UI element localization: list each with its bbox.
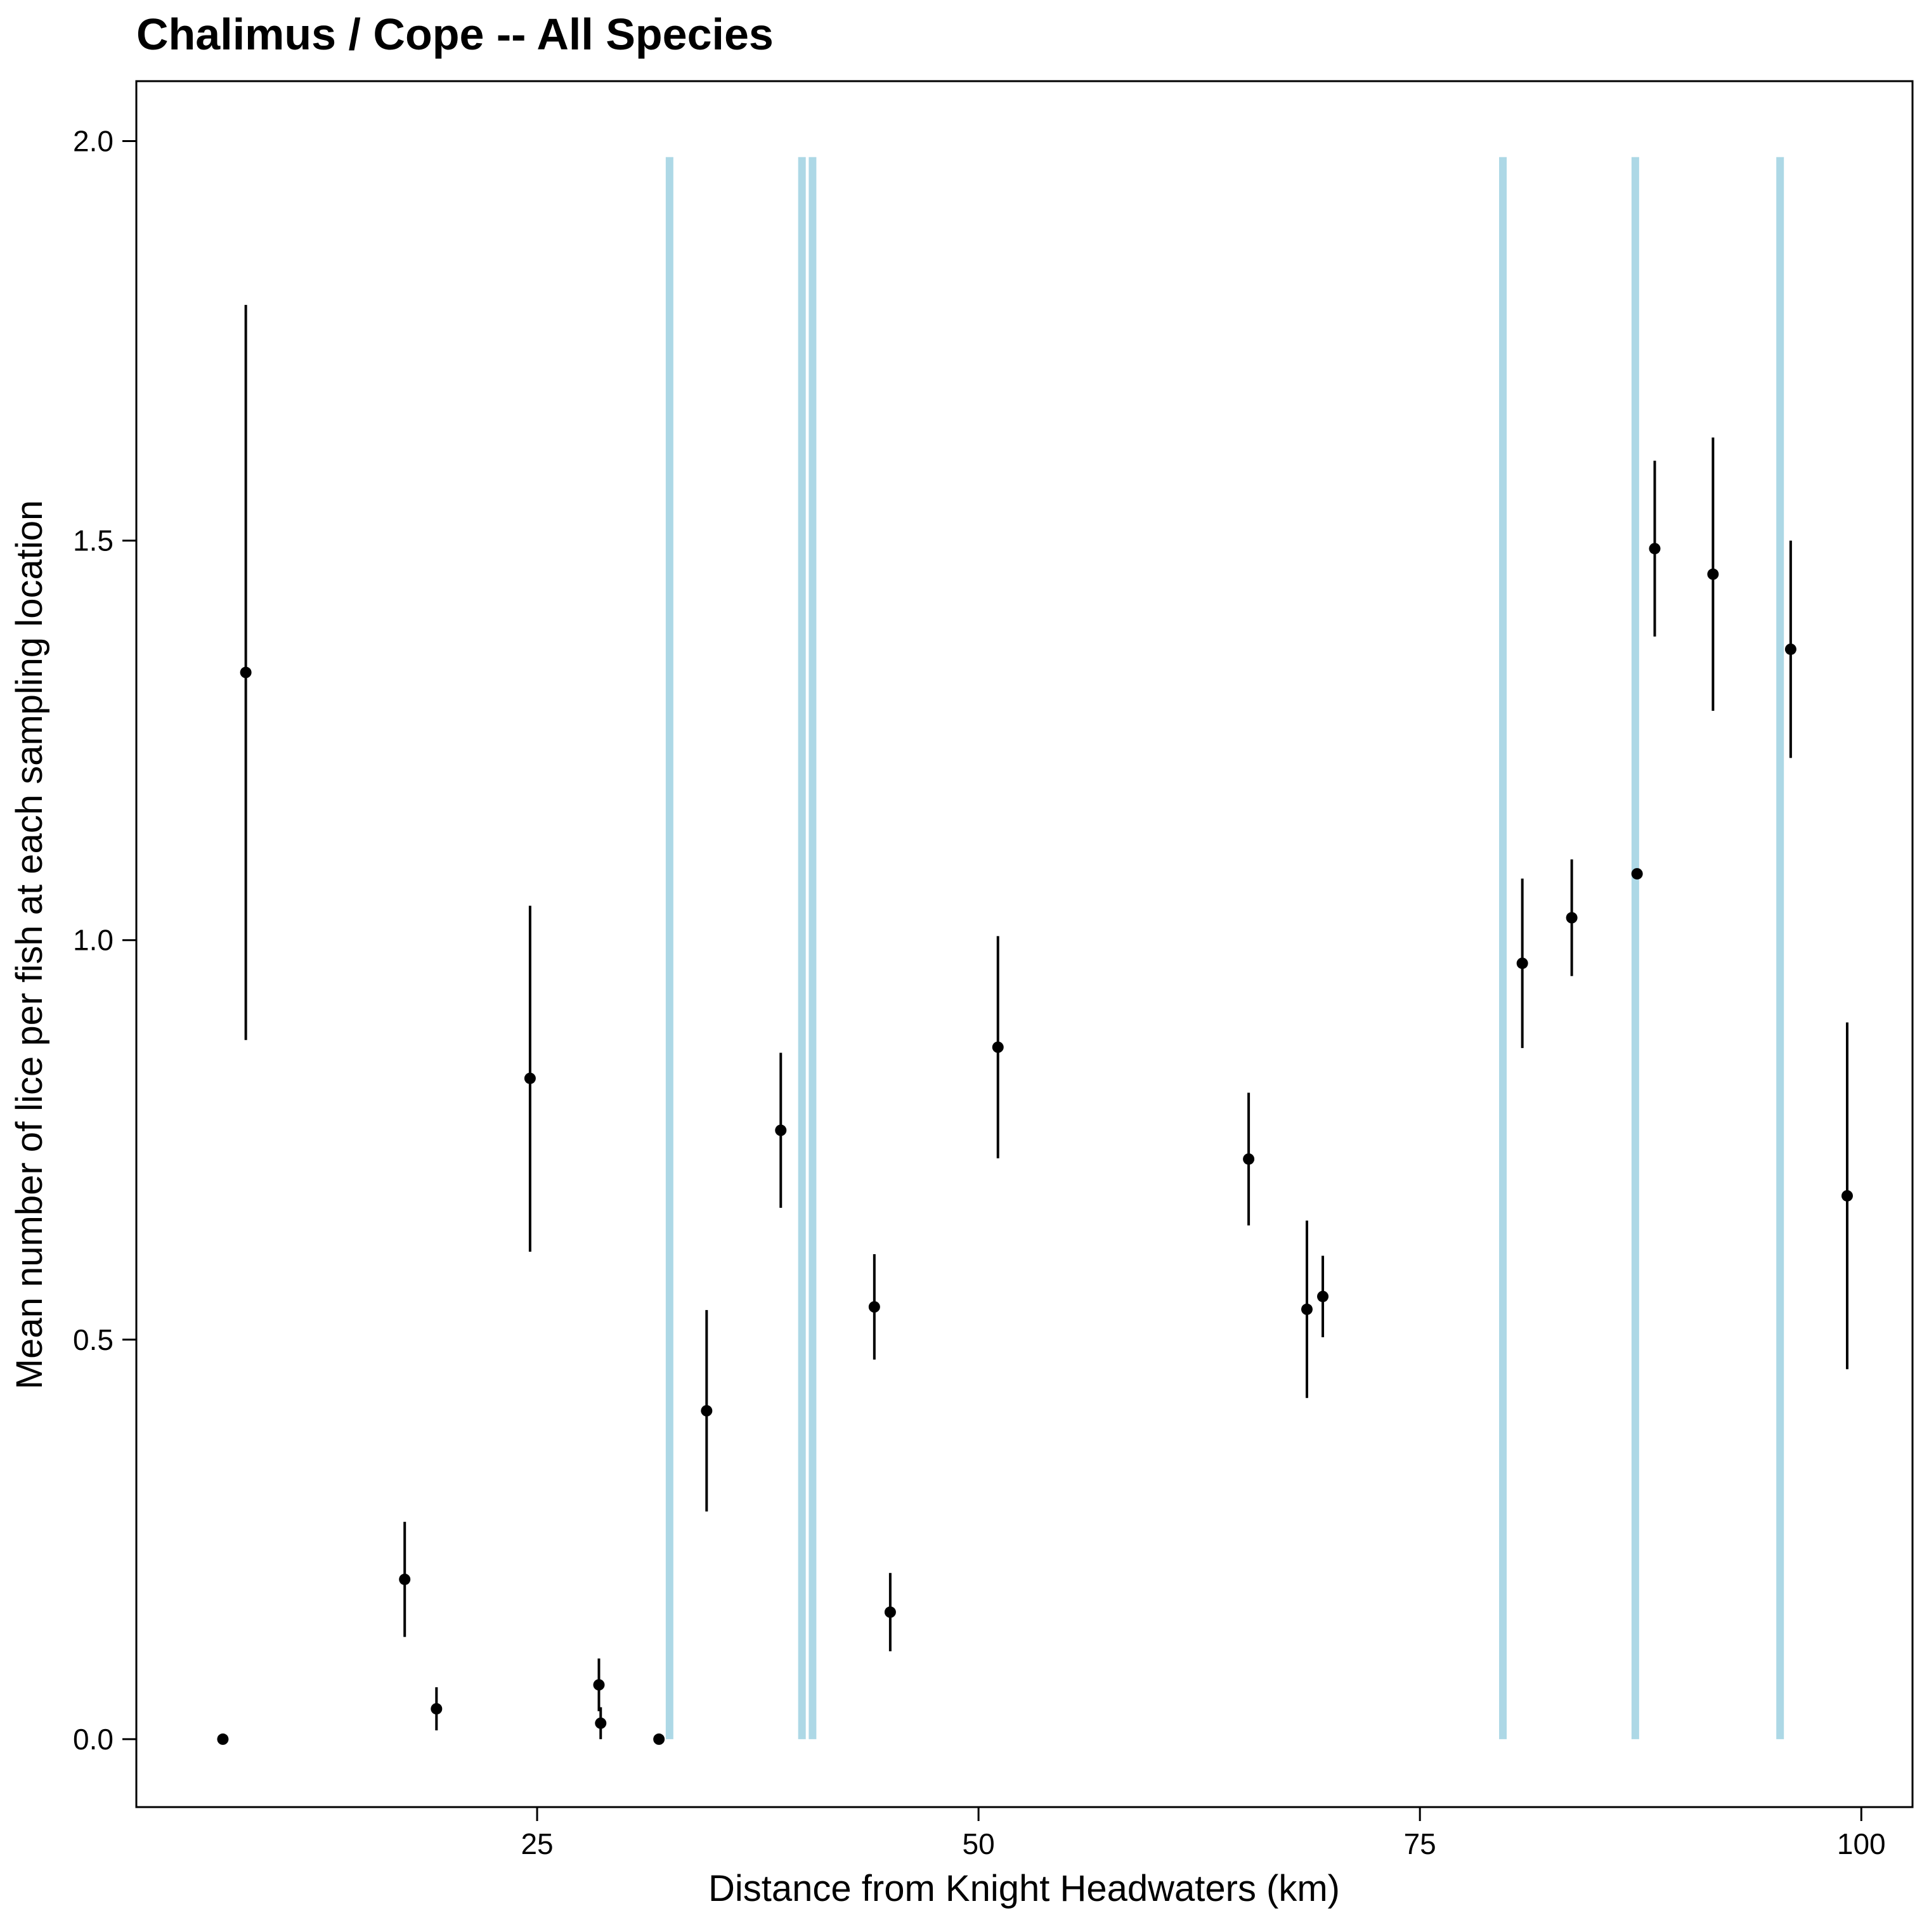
data-point-7 (595, 1717, 607, 1729)
y-tick-label-3: 1.0 (73, 924, 114, 957)
data-point-17 (1516, 957, 1528, 969)
data-point-9 (701, 1404, 713, 1417)
data-point-19 (1631, 868, 1643, 880)
data-point-20 (1649, 543, 1661, 555)
data-point-16 (1317, 1290, 1329, 1302)
chart-title: Chalimus / Cope -- All Species (136, 10, 774, 59)
y-axis: 0.0 0.5 1.0 1.5 2.0 (73, 125, 136, 1756)
data-point-18 (1566, 912, 1578, 924)
y-tick-label-4: 1.5 (73, 524, 114, 557)
data-point-22 (1784, 643, 1796, 655)
data-point-10 (775, 1124, 787, 1136)
data-point-3 (399, 1573, 411, 1585)
data-point-23 (1841, 1190, 1853, 1202)
data-point-1 (217, 1733, 229, 1745)
x-tick-label-2: 50 (963, 1827, 995, 1860)
data-point-11 (868, 1301, 880, 1313)
x-axis-label: Distance from Knight Headwaters (km) (708, 1868, 1340, 1909)
data-point-6 (593, 1679, 605, 1691)
data-point-4 (431, 1702, 443, 1715)
data-points (217, 543, 1853, 1745)
data-point-15 (1301, 1303, 1313, 1315)
y-axis-label: Mean number of lice per fish at each sam… (9, 500, 50, 1389)
y-tick-label-2: 0.5 (73, 1323, 114, 1356)
data-point-21 (1707, 568, 1719, 580)
y-tick-label-5: 2.0 (73, 125, 114, 158)
data-point-5 (524, 1072, 536, 1084)
data-point-14 (1243, 1153, 1255, 1165)
reference-lines (665, 157, 1784, 1739)
data-point-2 (240, 666, 252, 678)
data-point-13 (992, 1041, 1004, 1053)
x-axis: 25 50 75 100 (521, 1807, 1886, 1860)
data-point-8 (653, 1733, 665, 1745)
x-tick-label-4: 100 (1837, 1827, 1886, 1860)
x-tick-label-3: 75 (1404, 1827, 1436, 1860)
plot-frame (135, 80, 1914, 1808)
x-tick-label-1: 25 (521, 1827, 553, 1860)
data-point-12 (884, 1606, 896, 1618)
y-tick-label-1: 0.0 (73, 1723, 114, 1756)
